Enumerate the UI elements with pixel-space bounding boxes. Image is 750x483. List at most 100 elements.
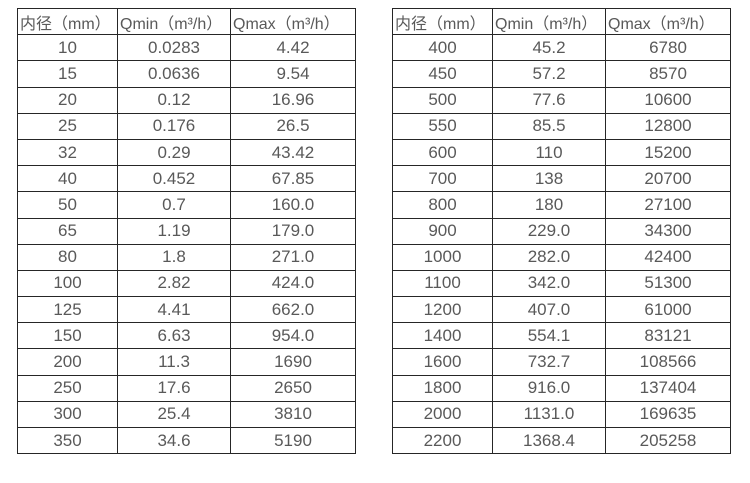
table-cell: 12800 xyxy=(605,112,731,140)
table-cell: 27100 xyxy=(605,191,731,219)
table-cell: 1200 xyxy=(392,296,493,324)
table-cell: 9.54 xyxy=(230,60,356,88)
table-cell: 80 xyxy=(17,243,118,271)
table-row: 800 180 27100 xyxy=(392,191,731,219)
table-cell: 1400 xyxy=(392,322,493,350)
table-cell: 34.6 xyxy=(117,426,231,455)
table-row: 65 1.19 179.0 xyxy=(17,217,356,245)
table-cell: 2.82 xyxy=(117,269,231,298)
table-row: 250 17.6 2650 xyxy=(17,374,356,402)
table-cell: 43.42 xyxy=(230,138,356,167)
table-cell: 282.0 xyxy=(492,243,606,271)
table-cell: 40 xyxy=(17,165,118,193)
table-cell: 34300 xyxy=(605,217,731,245)
table-cell: 15 xyxy=(17,60,118,88)
table-row: 2000 1131.0 169635 xyxy=(392,400,731,429)
table-cell: 11.3 xyxy=(117,348,231,376)
table-row: 40 0.452 67.85 xyxy=(17,165,356,193)
table-cell: 65 xyxy=(17,217,118,245)
table-cell: 1131.0 xyxy=(492,400,606,429)
table-cell: 25 xyxy=(17,112,118,140)
table-cell: 1368.4 xyxy=(492,426,606,455)
table-cell: 424.0 xyxy=(230,269,356,298)
table-cell: 350 xyxy=(17,426,118,455)
column-header-2: Qmax（m³/h） xyxy=(605,7,731,36)
table-cell: 15200 xyxy=(605,138,731,167)
table-cell: 51300 xyxy=(605,269,731,298)
table-row: 200 11.3 1690 xyxy=(17,348,356,376)
table-cell: 1800 xyxy=(392,374,493,402)
table-row: 1200 407.0 61000 xyxy=(392,296,731,324)
table-cell: 67.85 xyxy=(230,165,356,193)
table-cell: 450 xyxy=(392,60,493,88)
table-cell: 342.0 xyxy=(492,269,606,298)
table-cell: 10600 xyxy=(605,86,731,114)
table-cell: 800 xyxy=(392,191,493,219)
table-cell: 1600 xyxy=(392,348,493,376)
table-row: 1400 554.1 83121 xyxy=(392,322,731,350)
table-cell: 732.7 xyxy=(492,348,606,376)
table-cell: 5190 xyxy=(230,426,356,455)
table-cell: 137404 xyxy=(605,374,731,402)
column-header-0: 内径（mm） xyxy=(17,7,118,36)
column-header-1: Qmin（m³/h） xyxy=(117,7,231,36)
table-row: 550 85.5 12800 xyxy=(392,112,731,140)
table-cell: 83121 xyxy=(605,322,731,350)
table-cell: 138 xyxy=(492,165,606,193)
flow-range-table-small-diameters: 内径（mm） Qmin（m³/h） Qmax（m³/h） 10 0.0283 4.42 15… xyxy=(17,7,356,455)
table-cell: 0.452 xyxy=(117,165,231,193)
table-cell: 20 xyxy=(17,86,118,114)
table-row: 1100 342.0 51300 xyxy=(392,269,731,298)
table-cell: 500 xyxy=(392,86,493,114)
table-row: 25 0.176 26.5 xyxy=(17,112,356,140)
table-cell: 77.6 xyxy=(492,86,606,114)
table-cell: 50 xyxy=(17,191,118,219)
table-cell: 1.8 xyxy=(117,243,231,271)
table-row: 80 1.8 271.0 xyxy=(17,243,356,271)
column-header-1: Qmin（m³/h） xyxy=(492,7,606,36)
table-cell: 205258 xyxy=(605,426,731,455)
table-row: 50 0.7 160.0 xyxy=(17,191,356,219)
table-cell: 662.0 xyxy=(230,296,356,324)
table-cell: 271.0 xyxy=(230,243,356,271)
table-cell: 17.6 xyxy=(117,374,231,402)
header-row: 内径（mm） Qmin（m³/h） Qmax（m³/h） xyxy=(392,7,731,36)
table-cell: 1690 xyxy=(230,348,356,376)
table-cell: 85.5 xyxy=(492,112,606,140)
table-cell: 400 xyxy=(392,34,493,62)
table-cell: 160.0 xyxy=(230,191,356,219)
column-header-0: 内径（mm） xyxy=(392,7,493,36)
table-row: 900 229.0 34300 xyxy=(392,217,731,245)
table-row: 400 45.2 6780 xyxy=(392,34,731,62)
table-cell: 1000 xyxy=(392,243,493,271)
table-cell: 1100 xyxy=(392,269,493,298)
table-cell: 2000 xyxy=(392,400,493,429)
table-row: 1800 916.0 137404 xyxy=(392,374,731,402)
table-cell: 250 xyxy=(17,374,118,402)
table-row: 125 4.41 662.0 xyxy=(17,296,356,324)
table-cell: 6.63 xyxy=(117,322,231,350)
table-cell: 42400 xyxy=(605,243,731,271)
table-cell: 20700 xyxy=(605,165,731,193)
table-row: 500 77.6 10600 xyxy=(392,86,731,114)
table-cell: 554.1 xyxy=(492,322,606,350)
table-row: 300 25.4 3810 xyxy=(17,400,356,429)
table-cell: 700 xyxy=(392,165,493,193)
table-cell: 229.0 xyxy=(492,217,606,245)
table-cell: 110 xyxy=(492,138,606,167)
table-cell: 150 xyxy=(17,322,118,350)
table-cell: 4.41 xyxy=(117,296,231,324)
table-cell: 2650 xyxy=(230,374,356,402)
table-cell: 0.0636 xyxy=(117,60,231,88)
table-cell: 100 xyxy=(17,269,118,298)
table-cell: 180 xyxy=(492,191,606,219)
table-cell: 57.2 xyxy=(492,60,606,88)
table-cell: 10 xyxy=(17,34,118,62)
table-cell: 2200 xyxy=(392,426,493,455)
column-header-2: Qmax（m³/h） xyxy=(230,7,356,36)
table-cell: 1.19 xyxy=(117,217,231,245)
table-cell: 8570 xyxy=(605,60,731,88)
table-row: 32 0.29 43.42 xyxy=(17,138,356,167)
table-cell: 108566 xyxy=(605,348,731,376)
table-cell: 550 xyxy=(392,112,493,140)
